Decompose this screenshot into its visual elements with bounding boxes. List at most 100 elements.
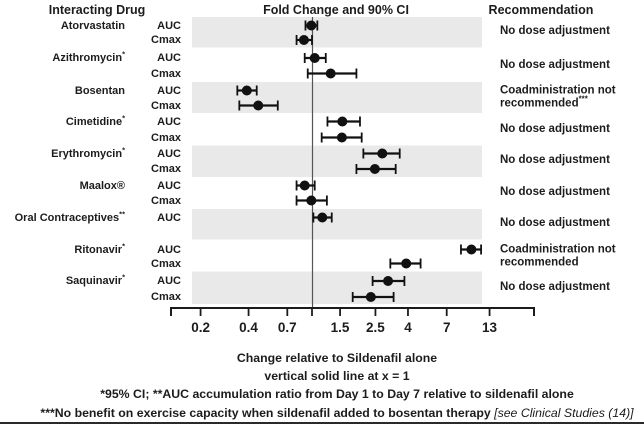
forest-row-azithromycin-cmax xyxy=(306,68,358,79)
forest-row-ritonavir-auc xyxy=(460,244,482,255)
drug-name: Bosentan xyxy=(74,84,125,97)
group-shading-band xyxy=(192,209,482,240)
data-point xyxy=(466,244,477,255)
data-point xyxy=(306,20,317,31)
recommendation-text: No dose adjustment xyxy=(500,59,642,73)
x-axis-tick-label: 2.5 xyxy=(366,320,385,335)
drug-name: Atorvastatin xyxy=(60,19,125,32)
drug-name: Ritonavir xyxy=(74,243,123,256)
drug-name: Maalox® xyxy=(79,179,125,192)
drug-footnote-marker: * xyxy=(122,112,125,122)
drug-label-maalox: Maalox® xyxy=(80,180,125,192)
forest-row-ritonavir-cmax xyxy=(389,258,422,269)
column-header-interacting-drug: Interacting Drug xyxy=(48,3,146,17)
chart-title: Fold Change and 90% CI xyxy=(263,3,409,17)
data-point xyxy=(377,148,388,159)
recommendation-value: No dose adjustment xyxy=(500,58,610,71)
forest-row-atorvastatin-cmax xyxy=(295,35,313,45)
recommendation-value: No dose adjustment xyxy=(500,154,610,167)
footnote-bosentan: ***No benefit on exercise capacity when … xyxy=(30,404,644,422)
metric-label: Cmax xyxy=(151,194,181,207)
recommendation-footnote-marker: *** xyxy=(578,94,588,104)
drug-name: Cimetidine xyxy=(65,115,123,128)
group-shading-band xyxy=(192,145,482,177)
data-point xyxy=(309,53,320,63)
metric-label: AUC xyxy=(157,147,181,160)
x-axis-tick-label: 0.7 xyxy=(278,320,297,335)
drug-label-saquinavir: Saquinavir* xyxy=(65,272,125,287)
drug-footnote-marker: * xyxy=(122,272,125,282)
forest-row-saquinavir-auc xyxy=(371,276,406,286)
metric-label: Cmax xyxy=(151,99,181,112)
drug-footnote-marker: * xyxy=(122,49,125,59)
footnote-ci: *95% CI; **AUC accumulation ratio from D… xyxy=(100,387,574,402)
metric-label: Cmax xyxy=(151,257,181,270)
footnote-bosentan-text: ***No benefit on exercise capacity when … xyxy=(40,405,491,420)
metric-label: Cmax xyxy=(151,131,181,144)
group-shading-band xyxy=(192,82,482,113)
data-point xyxy=(401,258,412,269)
group-shading-band xyxy=(192,271,482,304)
recommendation-value: No dose adjustment xyxy=(500,186,610,199)
drug-label-bosentan: Bosentan xyxy=(75,85,125,97)
drug-footnote-marker: * xyxy=(122,144,125,154)
forest-row-atorvastatin-auc xyxy=(304,20,319,31)
forest-row-azithromycin-auc xyxy=(303,53,327,63)
forest-row-cimetidine-cmax xyxy=(320,132,363,143)
drug-name: Azithromycin xyxy=(52,52,123,64)
data-point xyxy=(299,180,310,191)
data-point xyxy=(241,85,252,96)
x-axis-label: Change relative to Sildenafil alone xyxy=(236,351,438,365)
x-axis-tick-label: 7 xyxy=(443,320,451,335)
data-point xyxy=(317,212,328,223)
metric-label: AUC xyxy=(157,211,181,224)
x-axis-tick-label: 13 xyxy=(482,320,498,335)
metric-label: Cmax xyxy=(151,163,181,175)
drug-label-oralcontraceptives: Oral Contraceptives** xyxy=(14,208,125,224)
drug-label-ritonavir: Ritonavir* xyxy=(74,240,125,256)
recommendation-text: No dose adjustment xyxy=(500,281,642,295)
metric-label: Cmax xyxy=(151,34,181,46)
data-point xyxy=(337,116,348,127)
drug-label-erythromycin: Erythromycin* xyxy=(51,144,125,160)
recommendation-value: No dose adjustment xyxy=(500,217,610,230)
drug-name: Oral Contraceptives xyxy=(14,211,120,224)
metric-label: AUC xyxy=(157,179,181,192)
drug-footnote-marker: ** xyxy=(119,208,125,218)
data-point xyxy=(383,276,394,286)
recommendation-value: No dose adjustment xyxy=(500,122,610,135)
x-axis-tick-label: 0.2 xyxy=(191,320,210,335)
drug-label-atorvastatin: Atorvastatin xyxy=(61,20,125,32)
drug-label-cimetidine: Cimetidine* xyxy=(65,112,125,128)
column-header-recommendation: Recommendation xyxy=(488,3,594,17)
data-point xyxy=(369,164,380,174)
data-point xyxy=(253,100,264,111)
x-axis-tick-label: 0.4 xyxy=(239,320,258,335)
metric-label: AUC xyxy=(157,19,181,32)
forest-row-oralcontraceptives-auc xyxy=(312,212,333,223)
recommendation-text: No dose adjustment xyxy=(500,25,642,39)
metric-label: Cmax xyxy=(151,291,181,303)
metric-label: Cmax xyxy=(151,67,181,80)
metric-label: AUC xyxy=(157,52,181,64)
data-point xyxy=(365,292,376,302)
x-axis-tick-label: 4 xyxy=(404,320,412,335)
data-point xyxy=(298,35,309,45)
forest-row-bosentan-auc xyxy=(236,85,258,96)
recommendation-text: No dose adjustment xyxy=(500,186,642,200)
drug-footnote-marker: * xyxy=(122,240,125,250)
metric-label: AUC xyxy=(157,115,181,128)
recommendation-text: No dose adjustment xyxy=(500,154,642,168)
x-axis-tick-label: 1.5 xyxy=(331,320,350,335)
forest-row-erythromycin-auc xyxy=(362,148,401,159)
recommendation-value: Coadministration not recommended xyxy=(500,242,616,269)
footnote-see-clinical-studies: [see Clinical Studies (14)] xyxy=(494,405,634,420)
recommendation-text: Coadministration not recommended*** xyxy=(500,84,642,111)
recommendation-value: No dose adjustment xyxy=(500,280,610,293)
forest-row-maalox-auc xyxy=(295,180,316,191)
figure-bottom-rule xyxy=(0,422,644,424)
drug-name: Saquinavir xyxy=(65,275,123,287)
recommendation-text: No dose adjustment xyxy=(500,217,642,231)
recommendation-value: No dose adjustment xyxy=(500,25,610,38)
metric-label: AUC xyxy=(157,275,181,287)
